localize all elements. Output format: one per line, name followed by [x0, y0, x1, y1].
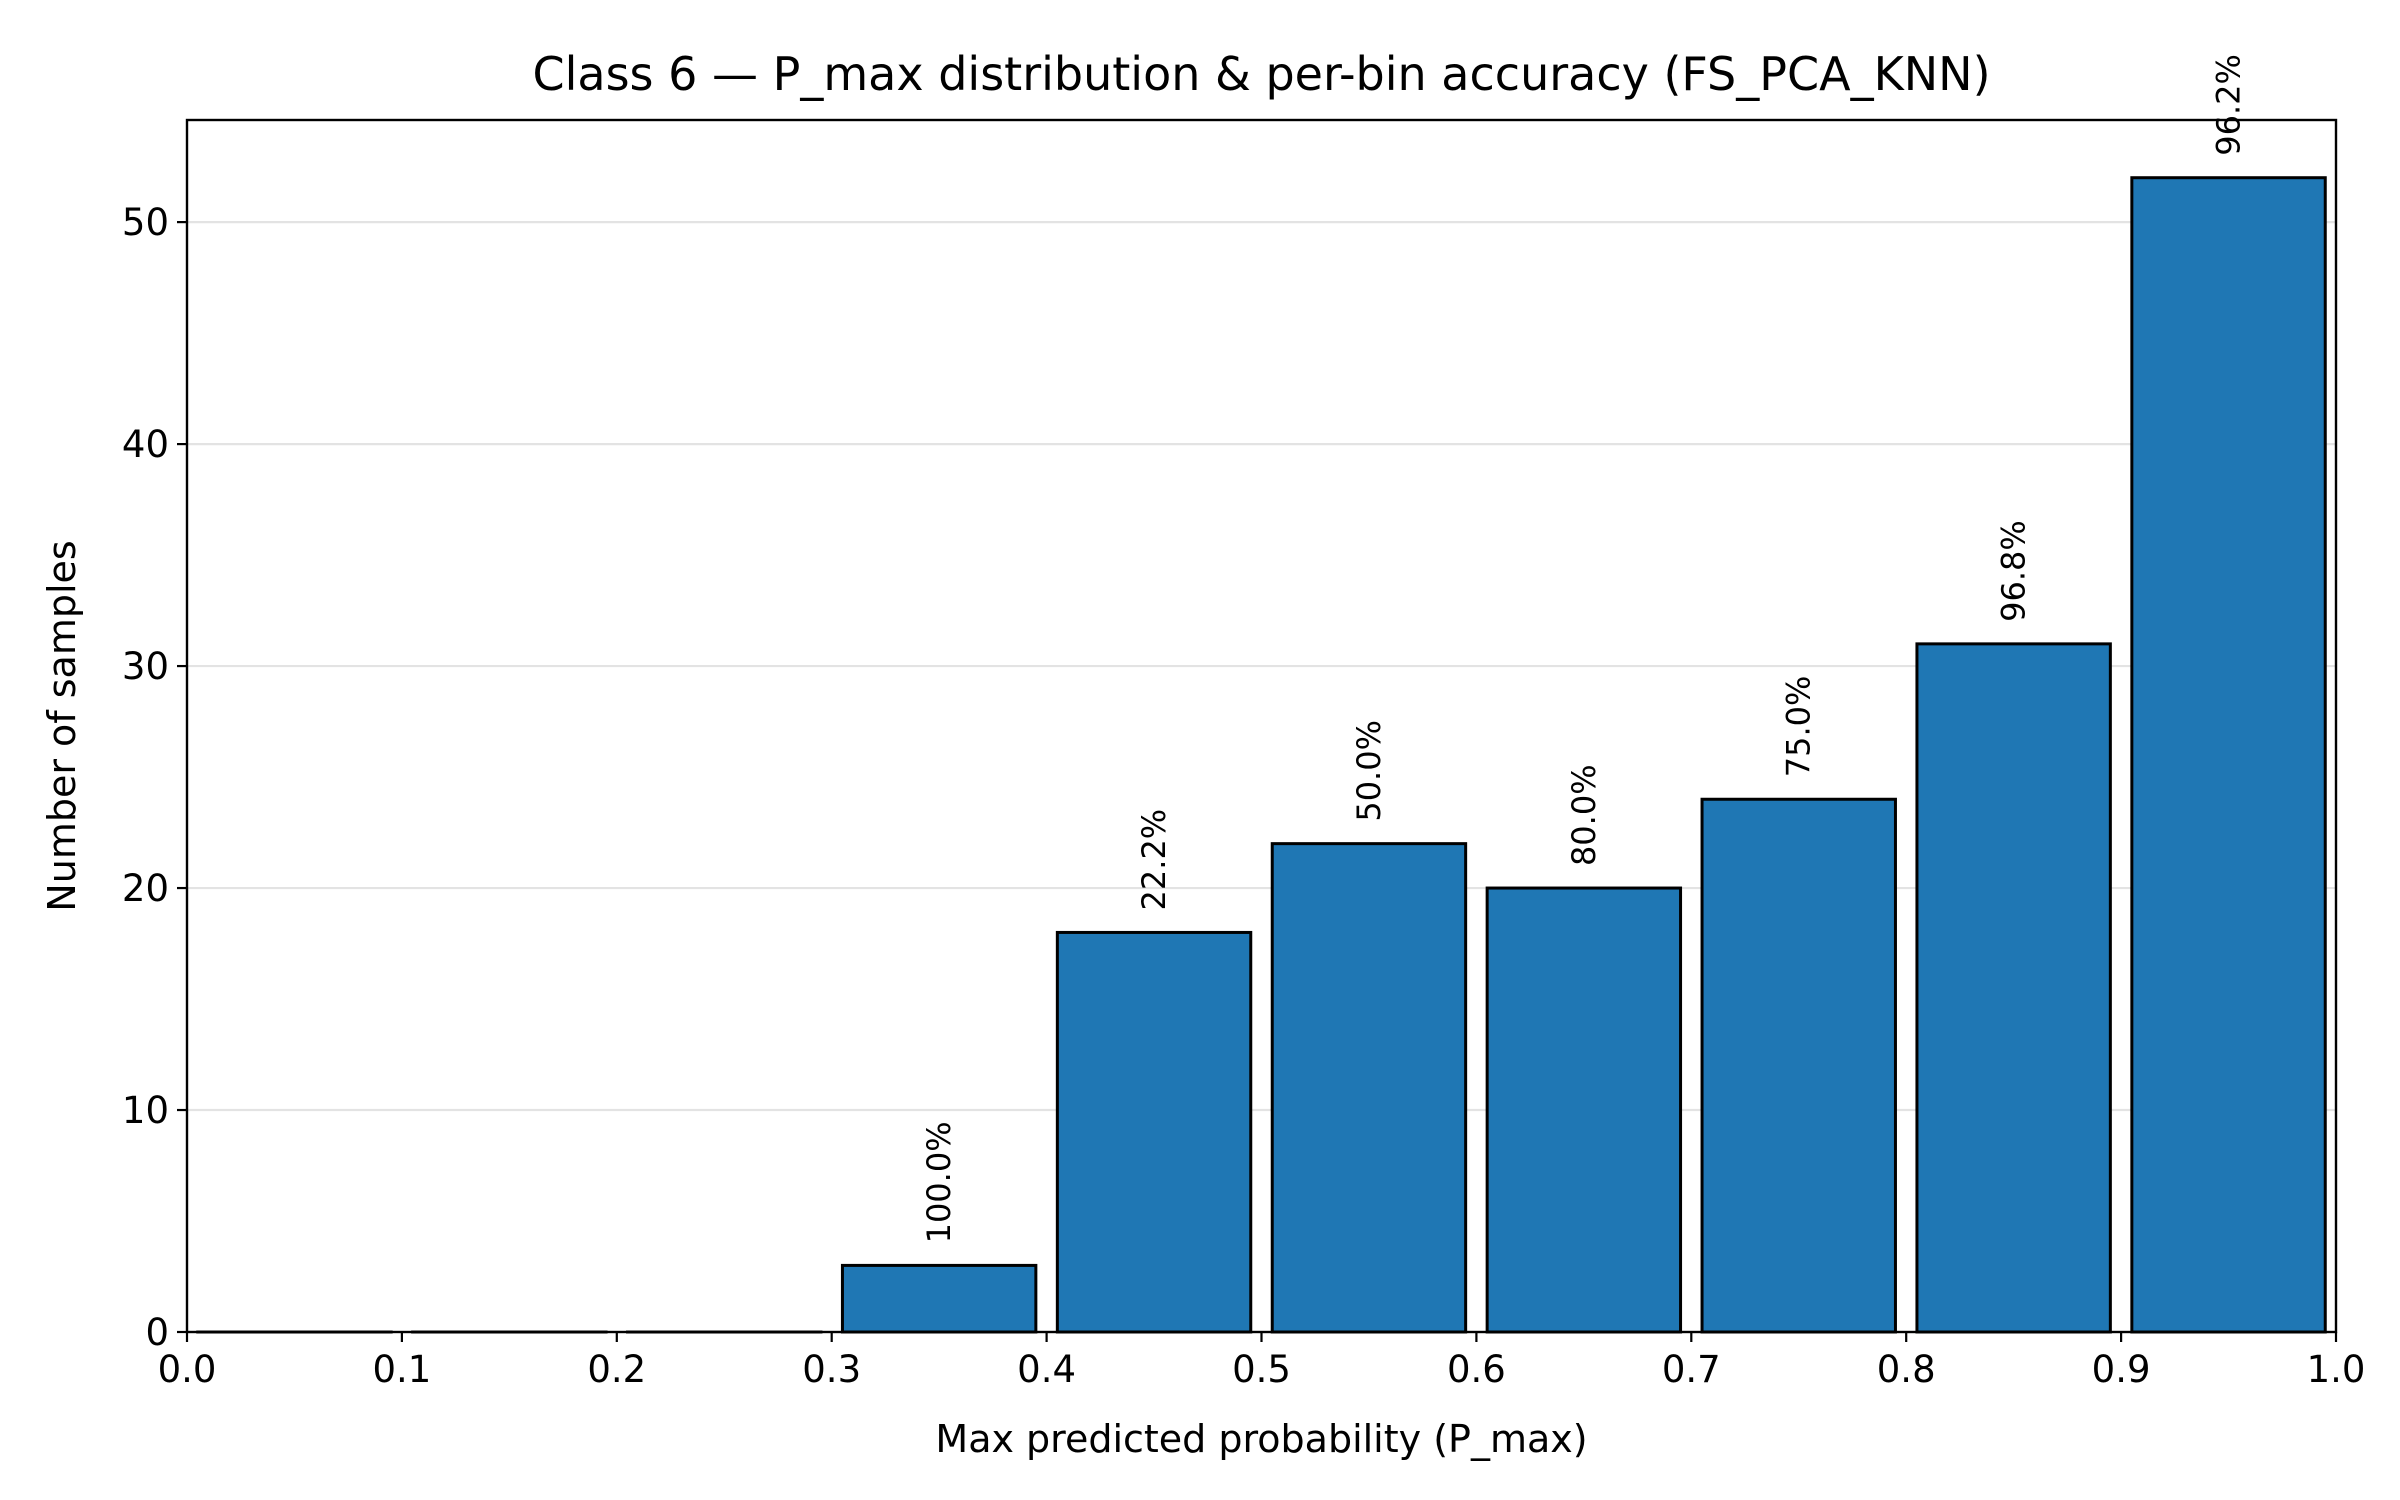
- y-axis-label: Number of samples: [40, 540, 84, 911]
- bar-value-label: 50.0%: [1350, 720, 1388, 822]
- histogram-bar: [840, 1263, 1038, 1334]
- y-tick-label: 40: [122, 423, 169, 466]
- bar-label-layer: 100.0% 22.2% 50.0% 80.0% 75.0% 96.8% 96.2%: [920, 54, 2247, 1243]
- histogram-bar: [2130, 176, 2327, 1334]
- x-tick-label: 0.7: [1662, 1348, 1721, 1391]
- x-axis-label: Max predicted probability (P_max): [935, 1417, 1587, 1461]
- x-tick-label: 0.9: [2092, 1348, 2151, 1391]
- bar-value-label: 75.0%: [1780, 676, 1818, 778]
- x-tick-label: 0.6: [1447, 1348, 1506, 1391]
- x-tick-label: 0.4: [1017, 1348, 1076, 1391]
- histogram-bar: [1700, 797, 1897, 1334]
- x-tick-label: 1.0: [2307, 1348, 2366, 1391]
- bar-value-label: 80.0%: [1565, 764, 1603, 866]
- x-tick-label: 0.1: [372, 1348, 431, 1391]
- y-tick-label: 0: [145, 1311, 169, 1354]
- tick-layer: 0 10 20 30 40 50 0.0 0.1 0.2 0.3 0.4 0.5 0.6 0.7 0.8 0.…: [122, 201, 2366, 1391]
- histogram-bar: [1055, 930, 1253, 1334]
- y-tick-label: 20: [122, 867, 169, 910]
- y-tick-label: 30: [122, 645, 169, 688]
- bar-value-label: 22.2%: [1135, 809, 1173, 911]
- bar-layer: [196, 176, 2327, 1334]
- bar-value-label: 100.0%: [920, 1121, 958, 1243]
- bar-value-label: 96.2%: [2210, 54, 2248, 156]
- chart-title: Class 6 — P_max distribution & per-bin a…: [532, 47, 1990, 101]
- histogram-bar: [1485, 886, 1683, 1334]
- bar-value-label: 96.8%: [1995, 520, 2033, 622]
- y-tick-label: 10: [122, 1089, 169, 1132]
- histogram-bar: [1915, 642, 2112, 1334]
- x-tick-label: 0.5: [1232, 1348, 1291, 1391]
- y-tick-label: 50: [122, 201, 169, 244]
- x-tick-label: 0.3: [802, 1348, 861, 1391]
- x-tick-label: 0.0: [158, 1348, 217, 1391]
- histogram-bar: [1270, 842, 1468, 1334]
- x-tick-label: 0.2: [587, 1348, 646, 1391]
- x-tick-label: 0.8: [1877, 1348, 1936, 1391]
